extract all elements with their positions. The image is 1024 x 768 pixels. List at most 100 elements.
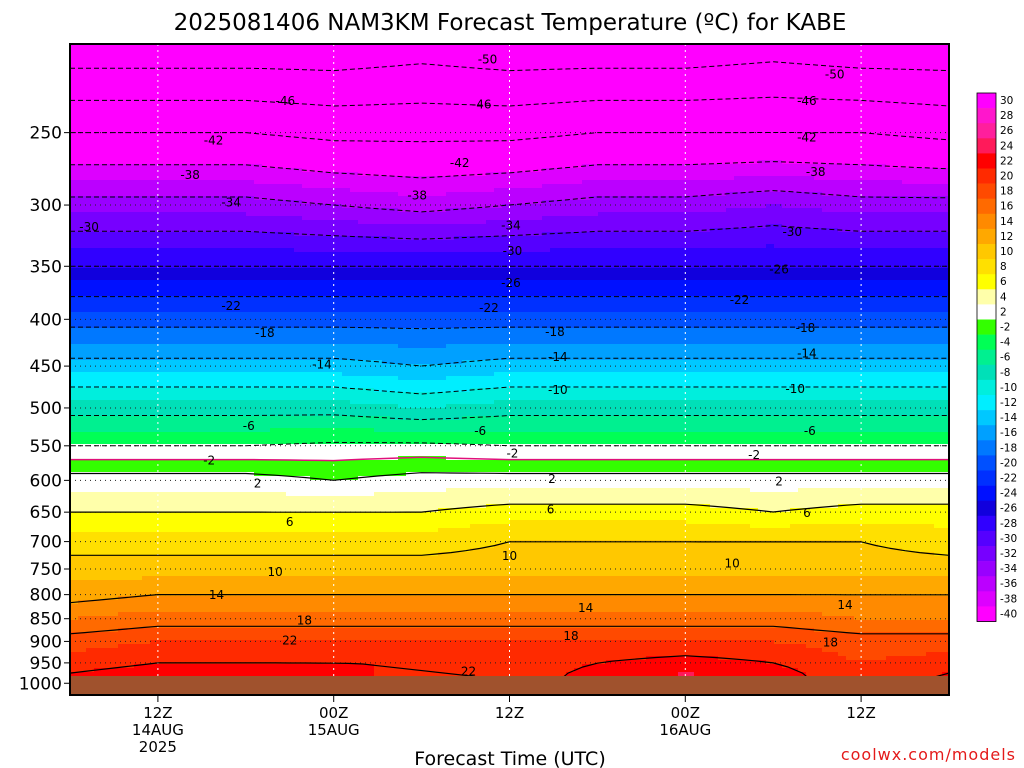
field-cell	[118, 72, 127, 77]
field-cell	[126, 628, 135, 633]
field-cell	[134, 200, 143, 205]
field-cell	[126, 44, 135, 49]
field-cell	[198, 196, 207, 201]
field-cell	[190, 312, 199, 317]
field-cell	[294, 408, 303, 413]
field-cell	[198, 632, 207, 637]
field-cell	[94, 552, 103, 557]
field-cell	[286, 428, 295, 433]
field-cell	[86, 664, 95, 669]
field-cell	[310, 392, 319, 397]
field-cell	[166, 248, 175, 253]
field-cell	[86, 108, 95, 113]
field-cell	[102, 328, 111, 333]
field-cell	[166, 284, 175, 289]
field-cell	[286, 488, 295, 493]
field-cell	[86, 124, 95, 129]
field-cell	[182, 316, 191, 321]
field-cell	[142, 164, 151, 169]
field-cell	[86, 608, 95, 613]
field-cell	[246, 352, 255, 357]
field-cell	[78, 668, 87, 673]
field-cell	[70, 392, 79, 397]
field-cell	[206, 384, 215, 389]
field-cell	[134, 564, 143, 569]
field-cell	[174, 488, 183, 493]
field-cell	[70, 632, 79, 637]
field-cell	[70, 68, 79, 73]
field-cell	[118, 544, 127, 549]
field-cell	[150, 244, 159, 249]
field-cell	[94, 224, 103, 229]
field-cell	[118, 372, 127, 377]
field-cell	[78, 68, 87, 73]
field-cell	[110, 488, 119, 493]
field-cell	[118, 348, 127, 353]
field-cell	[118, 432, 127, 437]
field-cell	[246, 596, 255, 601]
field-cell	[222, 556, 231, 561]
field-cell	[94, 52, 103, 57]
field-cell	[134, 556, 143, 561]
field-cell	[158, 360, 167, 365]
field-cell	[222, 400, 231, 405]
field-cell	[142, 472, 151, 477]
field-cell	[206, 452, 215, 457]
field-cell	[294, 116, 303, 121]
field-cell	[118, 316, 127, 321]
field-cell	[294, 360, 303, 365]
field-cell	[310, 164, 319, 169]
field-cell	[190, 236, 199, 241]
field-cell	[118, 560, 127, 565]
field-cell	[246, 436, 255, 441]
field-cell	[246, 204, 255, 209]
field-cell	[278, 596, 287, 601]
field-cell	[246, 476, 255, 481]
field-cell	[278, 80, 287, 85]
field-cell	[190, 200, 199, 205]
field-cell	[198, 468, 207, 473]
field-cell	[70, 380, 79, 385]
field-cell	[190, 456, 199, 461]
field-cell	[262, 120, 271, 125]
field-cell	[126, 360, 135, 365]
field-cell	[150, 364, 159, 369]
field-cell	[254, 276, 263, 281]
field-cell	[174, 560, 183, 565]
field-cell	[94, 176, 103, 181]
field-cell	[182, 604, 191, 609]
field-cell	[182, 576, 191, 581]
field-cell	[134, 208, 143, 213]
field-cell	[94, 144, 103, 149]
field-cell	[142, 328, 151, 333]
field-cell	[262, 232, 271, 237]
field-cell	[302, 124, 311, 129]
field-cell	[286, 520, 295, 525]
field-cell	[198, 248, 207, 253]
field-cell	[286, 168, 295, 173]
field-cell	[110, 448, 119, 453]
field-cell	[110, 324, 119, 329]
field-cell	[238, 160, 247, 165]
field-cell	[134, 656, 143, 661]
field-cell	[222, 196, 231, 201]
field-cell	[70, 196, 79, 201]
field-cell	[166, 208, 175, 213]
field-cell	[158, 108, 167, 113]
field-cell	[230, 120, 239, 125]
field-cell	[118, 180, 127, 185]
field-cell	[198, 60, 207, 65]
field-cell	[190, 44, 199, 49]
field-cell	[294, 580, 303, 585]
field-cell	[262, 96, 271, 101]
field-cell	[158, 476, 167, 481]
field-cell	[86, 104, 95, 109]
field-cell	[310, 388, 319, 393]
field-cell	[278, 252, 287, 257]
field-cell	[302, 388, 311, 393]
field-cell	[182, 320, 191, 325]
field-cell	[78, 276, 87, 281]
field-cell	[206, 196, 215, 201]
field-cell	[118, 532, 127, 537]
field-cell	[206, 656, 215, 661]
